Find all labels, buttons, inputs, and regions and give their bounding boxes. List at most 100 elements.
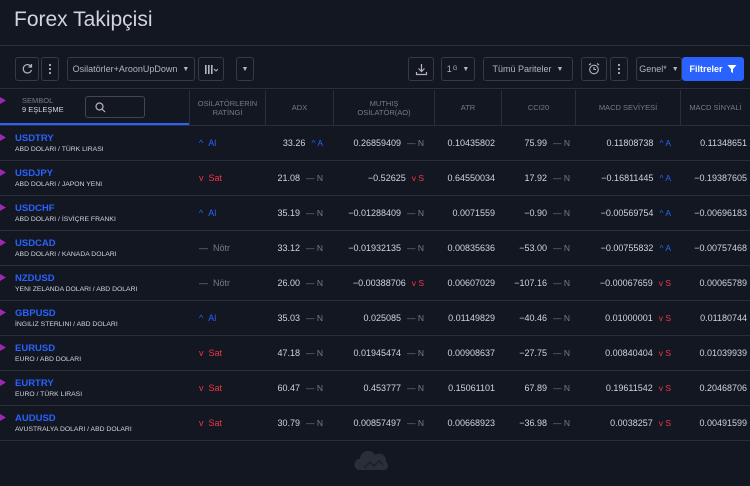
macd-signal-value: −0.00696183 (694, 208, 747, 218)
header-atr[interactable]: ATR (434, 90, 501, 125)
flag-icon[interactable] (0, 134, 6, 141)
alert-button[interactable] (581, 57, 607, 81)
ao-value: −0.01288409 (348, 208, 401, 218)
symbol-description: İNGILIZ STERLINI / ABD DOLARI (15, 321, 118, 328)
ao-action: — N (407, 418, 424, 428)
atr-value: 0.10435802 (447, 138, 495, 148)
filters-label: Filtreler (689, 64, 723, 74)
macd-signal-value: 0.11348651 (700, 138, 747, 148)
symbol-description: ABD DOLARI / İSVİÇRE FRANKI (15, 216, 116, 223)
table-row[interactable]: EURTRY EURO / TÜRK LIRASI v Sat 60.47— N 0.45… (0, 371, 750, 406)
cci-value: 67.89 (524, 383, 547, 393)
match-count: 9 EŞLEŞME (22, 105, 64, 114)
interval-dropdown[interactable]: 1 G ▼ (441, 57, 475, 81)
more-options-button[interactable] (41, 57, 59, 81)
filters-button[interactable]: Filtreler (682, 57, 744, 81)
macd-action: ^ A (659, 138, 671, 148)
cci-value: −0.90 (524, 208, 547, 218)
export-button[interactable] (408, 57, 434, 81)
adx-value: 60.47 (277, 383, 300, 393)
flag-icon[interactable] (0, 239, 6, 246)
macd-signal-cell: 0.11348651 (680, 126, 747, 160)
symbol-ticker[interactable]: USDCHF (15, 203, 55, 214)
macd-signal-value: 0.01180744 (700, 313, 747, 323)
macd-value: 0.19611542 (605, 383, 653, 393)
chevron-down-icon: ▼ (462, 65, 470, 73)
cci-action: — N (553, 348, 570, 358)
refresh-icon (22, 64, 33, 74)
header-cci20[interactable]: CCI20 (501, 90, 575, 125)
table-row[interactable]: USDCHF ABD DOLARI / İSVİÇRE FRANKI ^ Al 35.1… (0, 196, 750, 231)
atr-cell: 0.15061101 (434, 371, 495, 405)
flag-icon[interactable] (0, 169, 6, 176)
adx-action: — N (306, 173, 323, 183)
interval-label: 1 (446, 64, 452, 74)
header-macd-signal[interactable]: MACD SİNYALİ (680, 90, 750, 125)
adx-cell: 26.00 — N (265, 266, 323, 300)
cci-action: — N (553, 383, 570, 393)
symbol-ticker[interactable]: USDJPY (15, 168, 54, 179)
header-awesome-oscillator[interactable]: MUTHIŞ OSİLATÖR(AO) (333, 90, 434, 125)
adx-value: 47.18 (277, 348, 300, 358)
macd-signal-cell: −0.00696183 (680, 196, 747, 230)
rating-label: Sat (208, 173, 223, 183)
symbol-ticker[interactable]: AUDUSD (15, 413, 56, 424)
macd-cell: 0.19611542 v S (575, 371, 671, 405)
columns-menu-button[interactable]: ▼ (236, 57, 254, 81)
adx-cell: 60.47 — N (265, 371, 323, 405)
atr-cell: 0.01149829 (434, 301, 495, 335)
alert-options-button[interactable] (610, 57, 628, 81)
pair-filter-dropdown[interactable]: Tümü Pariteler ▼ (483, 57, 573, 81)
symbol-ticker[interactable]: USDTRY (15, 133, 54, 144)
table-row[interactable]: GBPUSD İNGILIZ STERLINI / ABD DOLARI ^ Al 35… (0, 301, 750, 336)
symbol-ticker[interactable]: NZDUSD (15, 273, 55, 284)
rating-arrow-icon: ^ (199, 138, 204, 148)
table-row[interactable]: USDTRY ABD DOLARI / TÜRK LIRASI ^ Al 33.26 ^ … (0, 126, 750, 161)
symbol-description: ABD DOLARI / TÜRK LIRASI (15, 146, 104, 153)
header-macd-level[interactable]: MACD SEVİYESİ (575, 90, 680, 125)
flag-icon[interactable] (0, 379, 6, 386)
ao-value: 0.025085 (363, 313, 401, 323)
cci-cell: −40.46 — N (501, 301, 570, 335)
table-body: USDTRY ABD DOLARI / TÜRK LIRASI ^ Al 33.26 ^ … (0, 126, 750, 441)
macd-signal-value: 0.01039939 (699, 348, 747, 358)
flag-icon[interactable] (0, 309, 6, 316)
macd-cell: 0.0038257 v S (575, 406, 671, 440)
ao-cell: −0.01932135 — N (333, 231, 424, 265)
flag-icon[interactable] (0, 344, 6, 351)
oscillator-rating: ^ Al (199, 196, 259, 230)
atr-value: 0.0071559 (452, 208, 495, 218)
symbol-ticker[interactable]: EURTRY (15, 378, 54, 389)
pair-filter-label: Tümü Pariteler (492, 64, 552, 74)
watchlist-dropdown[interactable]: Genel* ▼ (636, 57, 682, 81)
symbol-ticker[interactable]: USDCAD (15, 238, 56, 249)
table-row[interactable]: AUDUSD AVUSTRALYA DOLARI / ABD DOLARI v Sat… (0, 406, 750, 441)
macd-value: 0.00840404 (605, 348, 653, 358)
adx-cell: 21.08 — N (265, 161, 323, 195)
table-row[interactable]: USDJPY ABD DOLARI / JAPON YENI v Sat 21.08 — … (0, 161, 750, 196)
flag-icon[interactable] (0, 204, 6, 211)
macd-action: ^ A (659, 243, 671, 253)
table-row[interactable]: NZDUSD YENI ZELANDA DOLARI / ABD DOLARI — N… (0, 266, 750, 301)
symbol-ticker[interactable]: GBPUSD (15, 308, 56, 319)
symbol-search[interactable] (85, 96, 145, 118)
columns-button[interactable] (198, 57, 224, 81)
symbol-ticker[interactable]: EURUSD (15, 343, 56, 354)
symbol-column-header[interactable]: SEMBOL 9 EŞLEŞME (0, 90, 189, 125)
cci-cell: 75.99 — N (501, 126, 570, 160)
table-row[interactable]: USDCAD ABD DOLARI / KANADA DOLARI — Nötr 33.… (0, 231, 750, 266)
ao-value: 0.00857497 (353, 418, 401, 428)
header-oscillator-rating[interactable]: OSİLATÖRLERİN RATİNGİ (189, 90, 265, 125)
rating-arrow-icon: v (199, 383, 204, 393)
table-row[interactable]: EURUSD EURO / ABD DOLARI v Sat 47.18— N 0.019… (0, 336, 750, 371)
macd-signal-cell: 0.20468706 (680, 371, 747, 405)
preset-dropdown[interactable]: Osilatörler+AroonUpDown ▼ (67, 57, 195, 81)
refresh-button[interactable] (15, 57, 39, 81)
ao-action: v S (411, 173, 424, 183)
adx-value: 21.08 (277, 173, 300, 183)
header-adx[interactable]: ADX (265, 90, 333, 125)
flag-icon[interactable] (0, 274, 6, 281)
ao-action: v S (411, 278, 424, 288)
ao-action: — N (407, 208, 424, 218)
flag-icon[interactable] (0, 414, 6, 421)
